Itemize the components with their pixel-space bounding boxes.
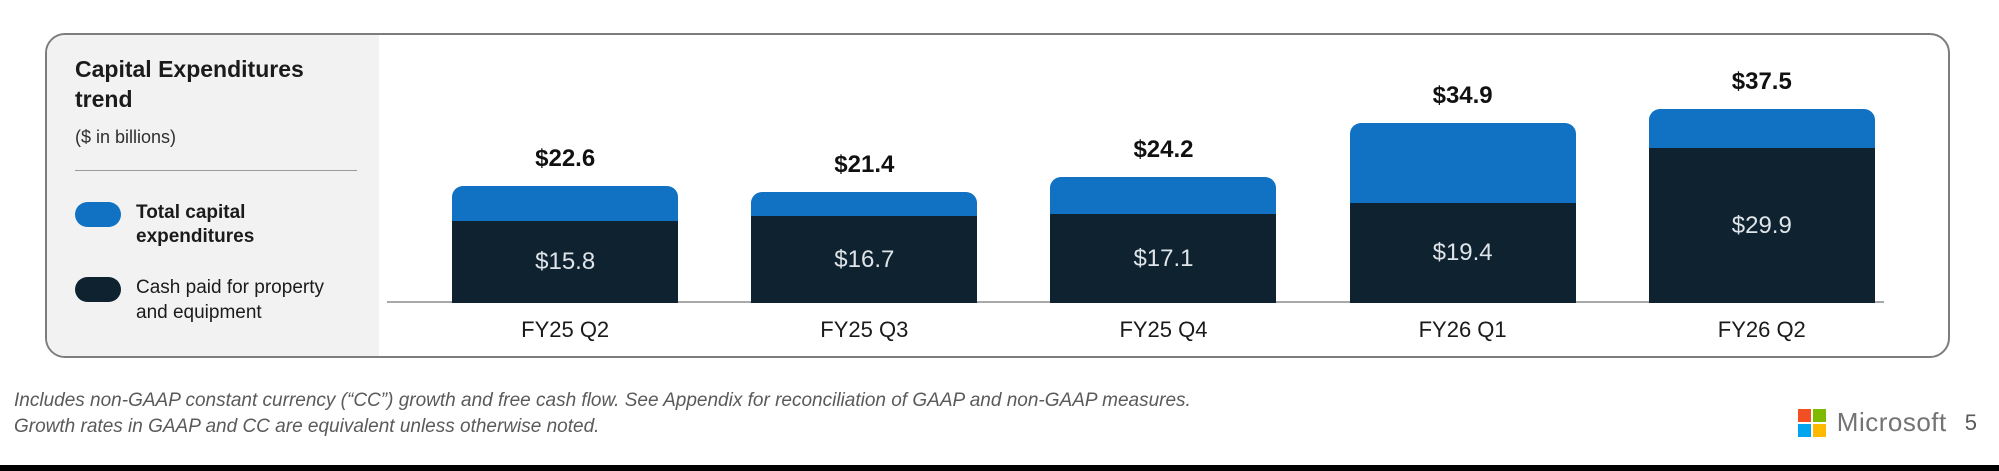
bottom-accent-bar: [0, 465, 1999, 471]
chart-title: Capital Expenditures trend: [75, 56, 304, 112]
bar-segment-total-capex: [1050, 177, 1277, 214]
legend-label: Total capital expenditures: [136, 201, 255, 248]
bar-segment-total-capex: [1648, 109, 1875, 148]
bar-segment-cash-paid: $29.9: [1648, 148, 1875, 303]
bar-total-value-label: $21.4: [834, 151, 895, 178]
logo-square-red: [1797, 408, 1811, 422]
microsoft-logo-icon: [1797, 408, 1826, 437]
bar-segment-cash-paid: $19.4: [1349, 203, 1576, 303]
capex-chart-card: Capital Expenditures trend ($ in billion…: [45, 33, 1950, 358]
legend-item-total-capex: Total capital expenditures: [75, 201, 355, 250]
footnote-line-2: Growth rates in GAAP and CC are equivale…: [14, 416, 600, 437]
chart-info-panel: Capital Expenditures trend ($ in billion…: [47, 35, 379, 356]
bar-segment-cash-paid: $16.7: [751, 216, 978, 303]
x-axis-tick-label: FY25 Q3: [820, 316, 909, 342]
bar-segment-total-capex: [751, 192, 978, 216]
bar-inside-value-label: $16.7: [834, 245, 895, 273]
bar-total-value-label: $22.6: [535, 145, 596, 172]
bar-column-fy25-q2: $22.6 $15.8 FY25 Q2: [452, 35, 679, 356]
bar-inside-value-label: $17.1: [1133, 244, 1194, 272]
stacked-bar: $19.4: [1349, 123, 1576, 303]
chart-legend: Total capital expenditures Cash paid for…: [75, 201, 355, 326]
stacked-bar: $29.9: [1648, 109, 1875, 303]
bar-segment-total-capex: [452, 186, 679, 221]
stacked-bar: $15.8: [452, 186, 679, 303]
logo-square-green: [1812, 408, 1826, 422]
x-axis-label-zone: FY25 Q4: [1119, 303, 1207, 356]
x-axis-label-zone: FY26 Q2: [1718, 303, 1806, 356]
bar-column-fy26-q1: $34.9 $19.4 FY26 Q1: [1349, 35, 1576, 356]
bar-segment-cash-paid: $17.1: [1050, 214, 1277, 303]
stacked-bar: $16.7: [751, 192, 978, 303]
bar-total-value-label: $24.2: [1133, 136, 1194, 163]
bar-inside-value-label: $19.4: [1432, 239, 1493, 266]
chart-units-subtitle: ($ in billions): [75, 126, 177, 147]
x-axis-tick-label: FY25 Q4: [1119, 316, 1208, 342]
logo-square-blue: [1797, 423, 1811, 437]
bars-row: $22.6 $15.8 FY25 Q2 $21.4 $16.7 FY25 Q3 $24.2 $…: [379, 35, 1948, 356]
bar-column-fy25-q3: $21.4 $16.7 FY25 Q3: [751, 35, 978, 356]
bar-segment-cash-paid: $15.8: [452, 221, 679, 303]
x-axis-tick-label: FY26 Q1: [1418, 316, 1507, 342]
bar-total-value-label: $34.9: [1432, 82, 1493, 109]
bar-column-fy26-q2: $37.5 $29.9 FY26 Q2: [1648, 35, 1875, 356]
x-axis-tick-label: FY25 Q2: [521, 316, 610, 342]
brand-footer: Microsoft 5: [1797, 407, 1977, 438]
bar-inside-value-label: $29.9: [1731, 211, 1792, 239]
panel-divider: [75, 169, 357, 171]
legend-label: Cash paid for property and equipment: [136, 277, 324, 323]
stacked-bar: $17.1: [1050, 177, 1277, 303]
brand-wordmark: Microsoft: [1836, 407, 1947, 437]
bar-chart-plot-area: $22.6 $15.8 FY25 Q2 $21.4 $16.7 FY25 Q3 $24.2 $…: [379, 35, 1948, 356]
bar-segment-total-capex: [1349, 123, 1576, 203]
page-number: 5: [1964, 409, 1977, 435]
slide-footnote: Includes non-GAAP constant currency (“CC…: [14, 388, 1191, 440]
legend-swatch-blue: [75, 201, 121, 227]
footnote-line-1: Includes non-GAAP constant currency (“CC…: [14, 390, 1191, 411]
x-axis-label-zone: FY25 Q3: [820, 303, 908, 356]
bar-total-value-label: $37.5: [1731, 68, 1792, 95]
legend-swatch-dark-navy: [75, 277, 121, 303]
x-axis-label-zone: FY26 Q1: [1419, 303, 1507, 356]
bar-column-fy25-q4: $24.2 $17.1 FY25 Q4: [1050, 35, 1277, 356]
x-axis-tick-label: FY26 Q2: [1717, 316, 1806, 342]
x-axis-label-zone: FY25 Q2: [521, 303, 609, 356]
logo-square-yellow: [1812, 423, 1826, 437]
legend-item-cash-paid: Cash paid for property and equipment: [75, 276, 355, 325]
bar-inside-value-label: $15.8: [535, 248, 596, 275]
